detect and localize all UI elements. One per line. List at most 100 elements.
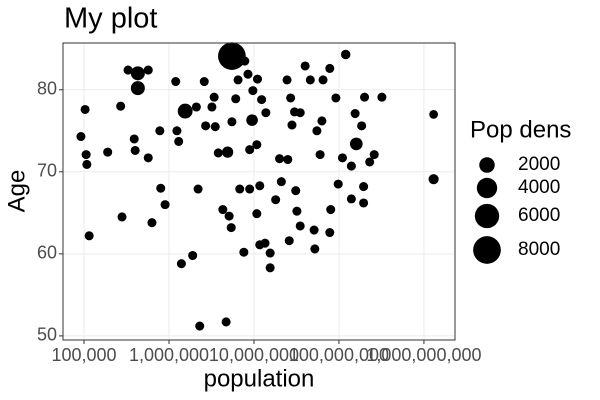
x-tick-label: 1,000,000 — [129, 345, 209, 365]
y-tick-label: 50 — [37, 325, 57, 345]
bubble — [221, 317, 231, 327]
bubble — [172, 126, 182, 136]
bubble — [191, 102, 201, 112]
bubble — [218, 205, 228, 215]
bubble — [357, 121, 367, 131]
bubble — [129, 134, 139, 144]
bubble — [346, 194, 356, 204]
bubble — [265, 248, 275, 258]
bubble — [252, 209, 262, 219]
bubble — [271, 195, 281, 205]
bubble — [325, 63, 335, 73]
bubble — [226, 223, 236, 233]
bubble — [239, 247, 249, 257]
bubble — [195, 321, 205, 331]
bubble — [245, 184, 255, 194]
x-tick-label: 1,000,000,000 — [366, 345, 481, 365]
bubble — [207, 102, 217, 112]
x-tick-label: 10,000,000 — [209, 345, 299, 365]
bubble — [218, 42, 246, 70]
bubble — [295, 221, 305, 231]
bubble — [213, 148, 223, 158]
bubble — [359, 182, 369, 192]
bubble — [243, 69, 253, 79]
bubble — [252, 74, 263, 84]
bubble — [305, 75, 315, 85]
bubble — [337, 153, 347, 163]
bubble — [350, 109, 360, 119]
bubble — [295, 108, 305, 118]
bubble — [176, 259, 186, 269]
bubble — [365, 157, 375, 167]
bubble — [199, 77, 209, 87]
bubble — [261, 108, 271, 118]
bubble — [81, 150, 91, 160]
bubble — [282, 75, 292, 85]
bubble — [317, 116, 327, 126]
bubble — [147, 218, 157, 228]
bubble — [174, 136, 184, 146]
x-axis-label: population — [204, 365, 315, 392]
x-tick-label: 100,000 — [51, 345, 116, 365]
legend-key — [479, 157, 495, 173]
bubble — [257, 95, 267, 105]
bubble — [193, 184, 203, 194]
bubble — [235, 184, 245, 194]
legend-label: 4000 — [518, 177, 560, 198]
bubble — [346, 161, 356, 171]
bubble — [369, 150, 379, 160]
bubble — [227, 117, 237, 127]
bubble — [156, 183, 166, 193]
chart-title: My plot — [64, 3, 157, 35]
bubble — [160, 200, 170, 210]
bubble — [283, 154, 293, 165]
bubble — [82, 159, 92, 169]
bubble — [130, 66, 145, 81]
bubble — [252, 140, 262, 150]
bubble — [103, 147, 113, 157]
bubble — [340, 49, 351, 60]
bubble — [84, 231, 94, 241]
bubble — [326, 205, 336, 215]
legend-title: Pop dens — [470, 116, 571, 143]
bubble — [177, 103, 193, 119]
bubble — [291, 186, 301, 196]
y-axis-label: Age — [3, 170, 30, 213]
bubble — [76, 132, 86, 142]
legend-key — [476, 177, 498, 199]
bubble — [331, 93, 341, 103]
legend-label: 8000 — [518, 239, 560, 260]
bubble — [222, 146, 234, 158]
bubble — [325, 228, 335, 238]
bubble — [349, 137, 363, 151]
bubble — [246, 114, 258, 126]
x-tick-label: 100,000,000 — [289, 345, 389, 365]
y-tick-label: 80 — [37, 79, 57, 99]
bubble — [143, 65, 153, 75]
bubble — [240, 56, 250, 66]
bubble — [287, 120, 297, 130]
panel-border — [62, 42, 456, 341]
bubble — [117, 212, 127, 222]
bubble — [284, 236, 294, 246]
y-tick-label: 60 — [37, 243, 57, 263]
bubble — [275, 154, 285, 164]
bubble — [312, 126, 322, 136]
bubble — [309, 225, 319, 235]
bubble — [231, 94, 241, 104]
bubble — [286, 93, 296, 103]
bubble — [359, 198, 369, 208]
bubble — [210, 122, 220, 132]
bubble — [245, 145, 255, 155]
bubble — [292, 206, 302, 216]
bubble — [265, 263, 275, 273]
bubble — [260, 238, 270, 248]
bubble — [428, 174, 439, 185]
bubble — [155, 126, 165, 136]
bubble — [248, 86, 258, 96]
bubble — [255, 181, 265, 191]
bubble — [188, 250, 198, 261]
points — [76, 42, 439, 331]
bubble — [171, 77, 181, 87]
